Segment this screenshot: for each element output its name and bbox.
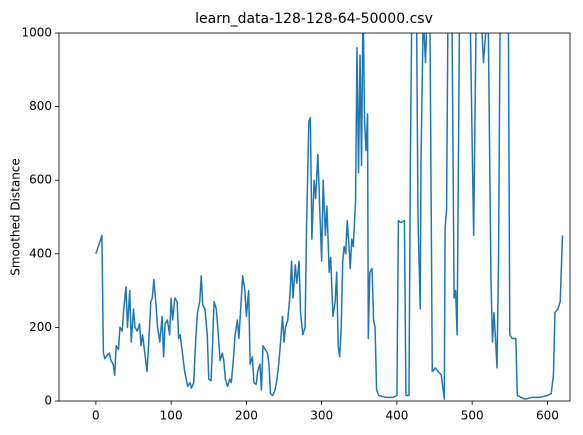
x-tick-label: 200	[235, 409, 258, 423]
x-tick-label: 0	[92, 409, 100, 423]
x-tick-label: 400	[385, 409, 408, 423]
chart-title: learn_data-128-128-64-50000.csv	[195, 11, 433, 27]
y-tick-label: 400	[29, 246, 52, 260]
x-tick-label: 600	[536, 409, 559, 423]
line-series	[95, 33, 564, 400]
y-tick-label: 800	[29, 99, 52, 113]
plot-area	[95, 33, 564, 400]
y-tick-label: 1000	[21, 26, 52, 40]
y-tick-label: 0	[44, 394, 52, 408]
axes-frame	[58, 32, 571, 402]
x-tick-label: 100	[160, 409, 183, 423]
y-tick-label: 600	[29, 173, 52, 187]
x-tick-label: 300	[310, 409, 333, 423]
y-tick-label: 200	[29, 320, 52, 334]
x-tick-label: 500	[461, 409, 484, 423]
y-axis-label: Smoothed Distance	[9, 158, 23, 276]
